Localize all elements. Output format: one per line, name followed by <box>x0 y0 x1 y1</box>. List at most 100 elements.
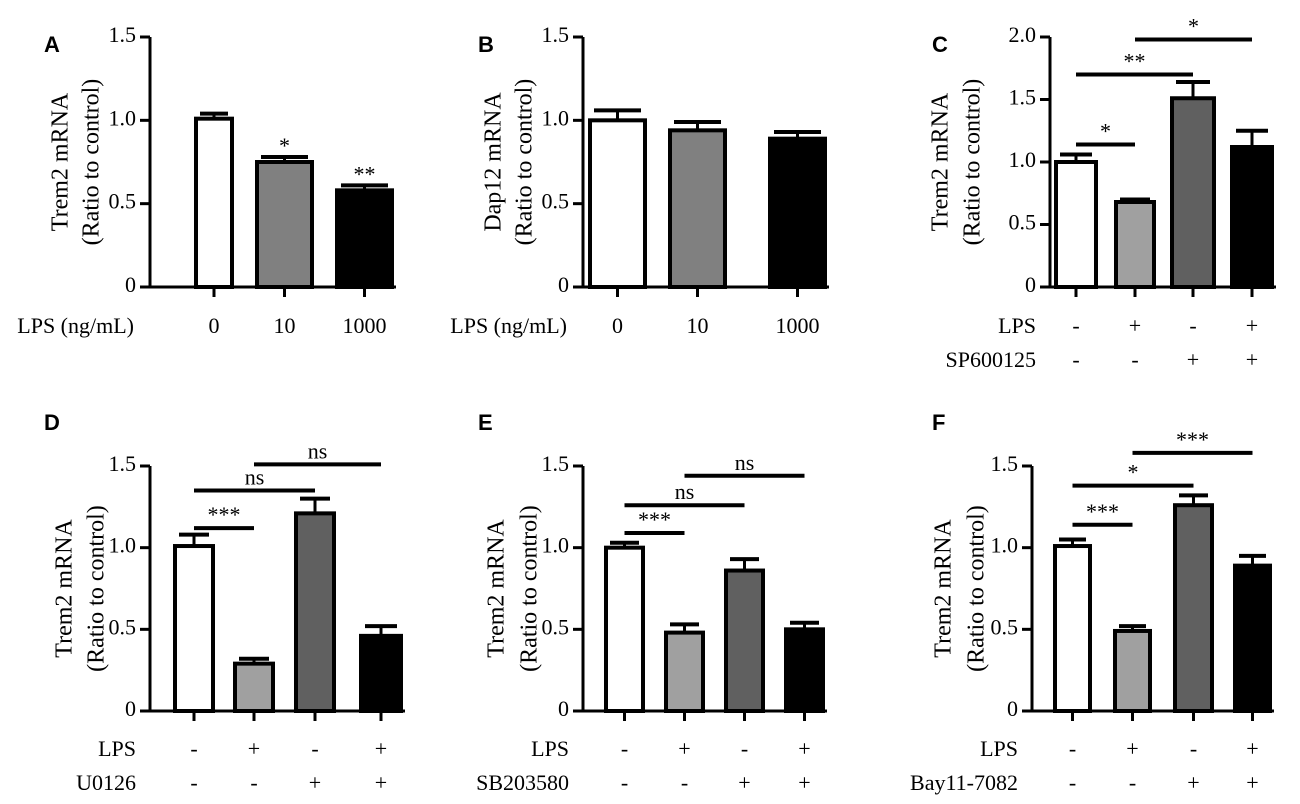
condition-sign: - <box>250 770 257 795</box>
significance-label: *** <box>638 507 671 532</box>
condition-sign: - <box>190 736 197 761</box>
condition-sign: + <box>678 736 690 761</box>
condition-sign: + <box>738 770 750 795</box>
condition-sign: - <box>1129 770 1136 795</box>
y-tick-label: 1.5 <box>109 451 137 476</box>
y-axis-title: Dap12 mRNA <box>481 92 507 232</box>
panel-b: B Dap12 mRNA (Ratio to control) 0 0.5 1.0 1.5 L… <box>450 22 829 338</box>
bar <box>1113 628 1152 714</box>
x-tick-label: 1000 <box>776 313 820 338</box>
y-tick-label: 1.5 <box>991 451 1019 476</box>
significance-label: ns <box>308 438 328 463</box>
bar <box>784 627 825 713</box>
bar <box>724 568 765 713</box>
bar <box>1054 160 1098 289</box>
significance-label: * <box>1128 460 1139 485</box>
y-axis-title: Trem2 mRNA <box>52 519 78 658</box>
y-tick-label: 1.0 <box>542 105 570 130</box>
condition-sign: + <box>1246 736 1258 761</box>
panel-letter: D <box>44 410 60 435</box>
significance-label: *** <box>208 502 241 527</box>
significance-label: ns <box>245 465 265 490</box>
condition-sign: + <box>1129 313 1141 338</box>
bar <box>1053 544 1092 713</box>
condition-label: LPS <box>98 736 136 761</box>
y-tick-label: 1.0 <box>542 533 570 558</box>
panel-letter: F <box>932 410 945 435</box>
condition-sign: - <box>1069 736 1076 761</box>
significance-star: ** <box>354 161 376 186</box>
y-tick-label: 1.5 <box>542 22 570 47</box>
bar <box>194 116 234 289</box>
condition-sign: + <box>309 770 321 795</box>
condition-label: U0126 <box>76 770 136 795</box>
y-tick-label: 0 <box>125 696 136 721</box>
significance-label: ns <box>735 450 755 475</box>
condition-label: LPS <box>531 736 569 761</box>
bar <box>233 661 275 714</box>
x-tick-label: 0 <box>209 313 220 338</box>
significance-label: *** <box>1086 499 1119 524</box>
condition-sign: - <box>621 770 628 795</box>
panel-d: D Trem2 mRNA (Ratio to control) 0 0.5 1.0 1.5 L… <box>44 410 405 795</box>
condition-sign: - <box>1190 736 1197 761</box>
x-tick-label: 10 <box>687 313 709 338</box>
condition-sign: + <box>248 736 260 761</box>
x-tick-label: 0 <box>612 313 623 338</box>
y-tick-label: 1.0 <box>991 533 1019 558</box>
condition-sign: - <box>681 770 688 795</box>
bar <box>1170 96 1216 289</box>
bar <box>173 544 215 713</box>
bar <box>664 630 705 713</box>
y-tick-label: 0.5 <box>109 614 137 639</box>
bar <box>294 511 336 713</box>
y-axis-subtitle: (Ratio to control) <box>79 79 105 246</box>
bar <box>255 160 314 289</box>
y-tick-label: 1.0 <box>109 105 137 130</box>
significance-label: ** <box>1124 49 1146 74</box>
y-axis-title: Trem2 mRNA <box>928 92 954 231</box>
y-tick-label: 1.5 <box>109 22 137 47</box>
y-tick-label: 0.5 <box>109 189 137 214</box>
y-tick-label: 0 <box>1025 272 1036 297</box>
x-axis-title: LPS (ng/mL) <box>450 313 567 338</box>
y-axis-title: Trem2 mRNA <box>931 519 957 658</box>
condition-sign: + <box>1187 770 1199 795</box>
condition-sign: + <box>1246 770 1258 795</box>
condition-sign: - <box>741 736 748 761</box>
condition-sign: - <box>621 736 628 761</box>
condition-sign: + <box>798 770 810 795</box>
condition-sign: - <box>1069 770 1076 795</box>
y-axis-subtitle: (Ratio to control) <box>517 505 543 672</box>
condition-sign: + <box>375 736 387 761</box>
significance-label: ns <box>675 479 695 504</box>
significance-label: *** <box>1176 427 1209 452</box>
y-tick-label: 1.5 <box>1009 85 1037 110</box>
bar <box>588 118 647 290</box>
condition-sign: - <box>1189 313 1196 338</box>
condition-label: SP600125 <box>946 347 1036 372</box>
condition-sign: + <box>1126 736 1138 761</box>
panel-f: F Trem2 mRNA (Ratio to control) 0 0.5 1.0 1.5 L… <box>910 410 1274 795</box>
y-tick-label: 0 <box>558 696 569 721</box>
panel-letter: B <box>478 32 494 57</box>
significance-label: * <box>1100 119 1111 144</box>
bar <box>335 188 394 289</box>
y-axis-subtitle: (Ratio to control) <box>84 505 110 672</box>
y-axis-title: Trem2 mRNA <box>484 519 510 658</box>
bar <box>1230 145 1274 289</box>
significance-label: * <box>1188 14 1199 39</box>
y-tick-label: 2.0 <box>1009 22 1037 47</box>
significance-star: * <box>279 133 290 158</box>
y-tick-label: 1.0 <box>1009 147 1037 172</box>
condition-label: SB203580 <box>476 770 569 795</box>
y-axis-subtitle: (Ratio to control) <box>512 79 538 246</box>
condition-label: LPS <box>980 736 1018 761</box>
condition-sign: - <box>1072 347 1079 372</box>
y-tick-label: 0.5 <box>991 614 1019 639</box>
y-tick-label: 0 <box>1007 696 1018 721</box>
y-tick-label: 0.5 <box>542 189 570 214</box>
condition-sign: + <box>1187 347 1199 372</box>
condition-sign: + <box>375 770 387 795</box>
